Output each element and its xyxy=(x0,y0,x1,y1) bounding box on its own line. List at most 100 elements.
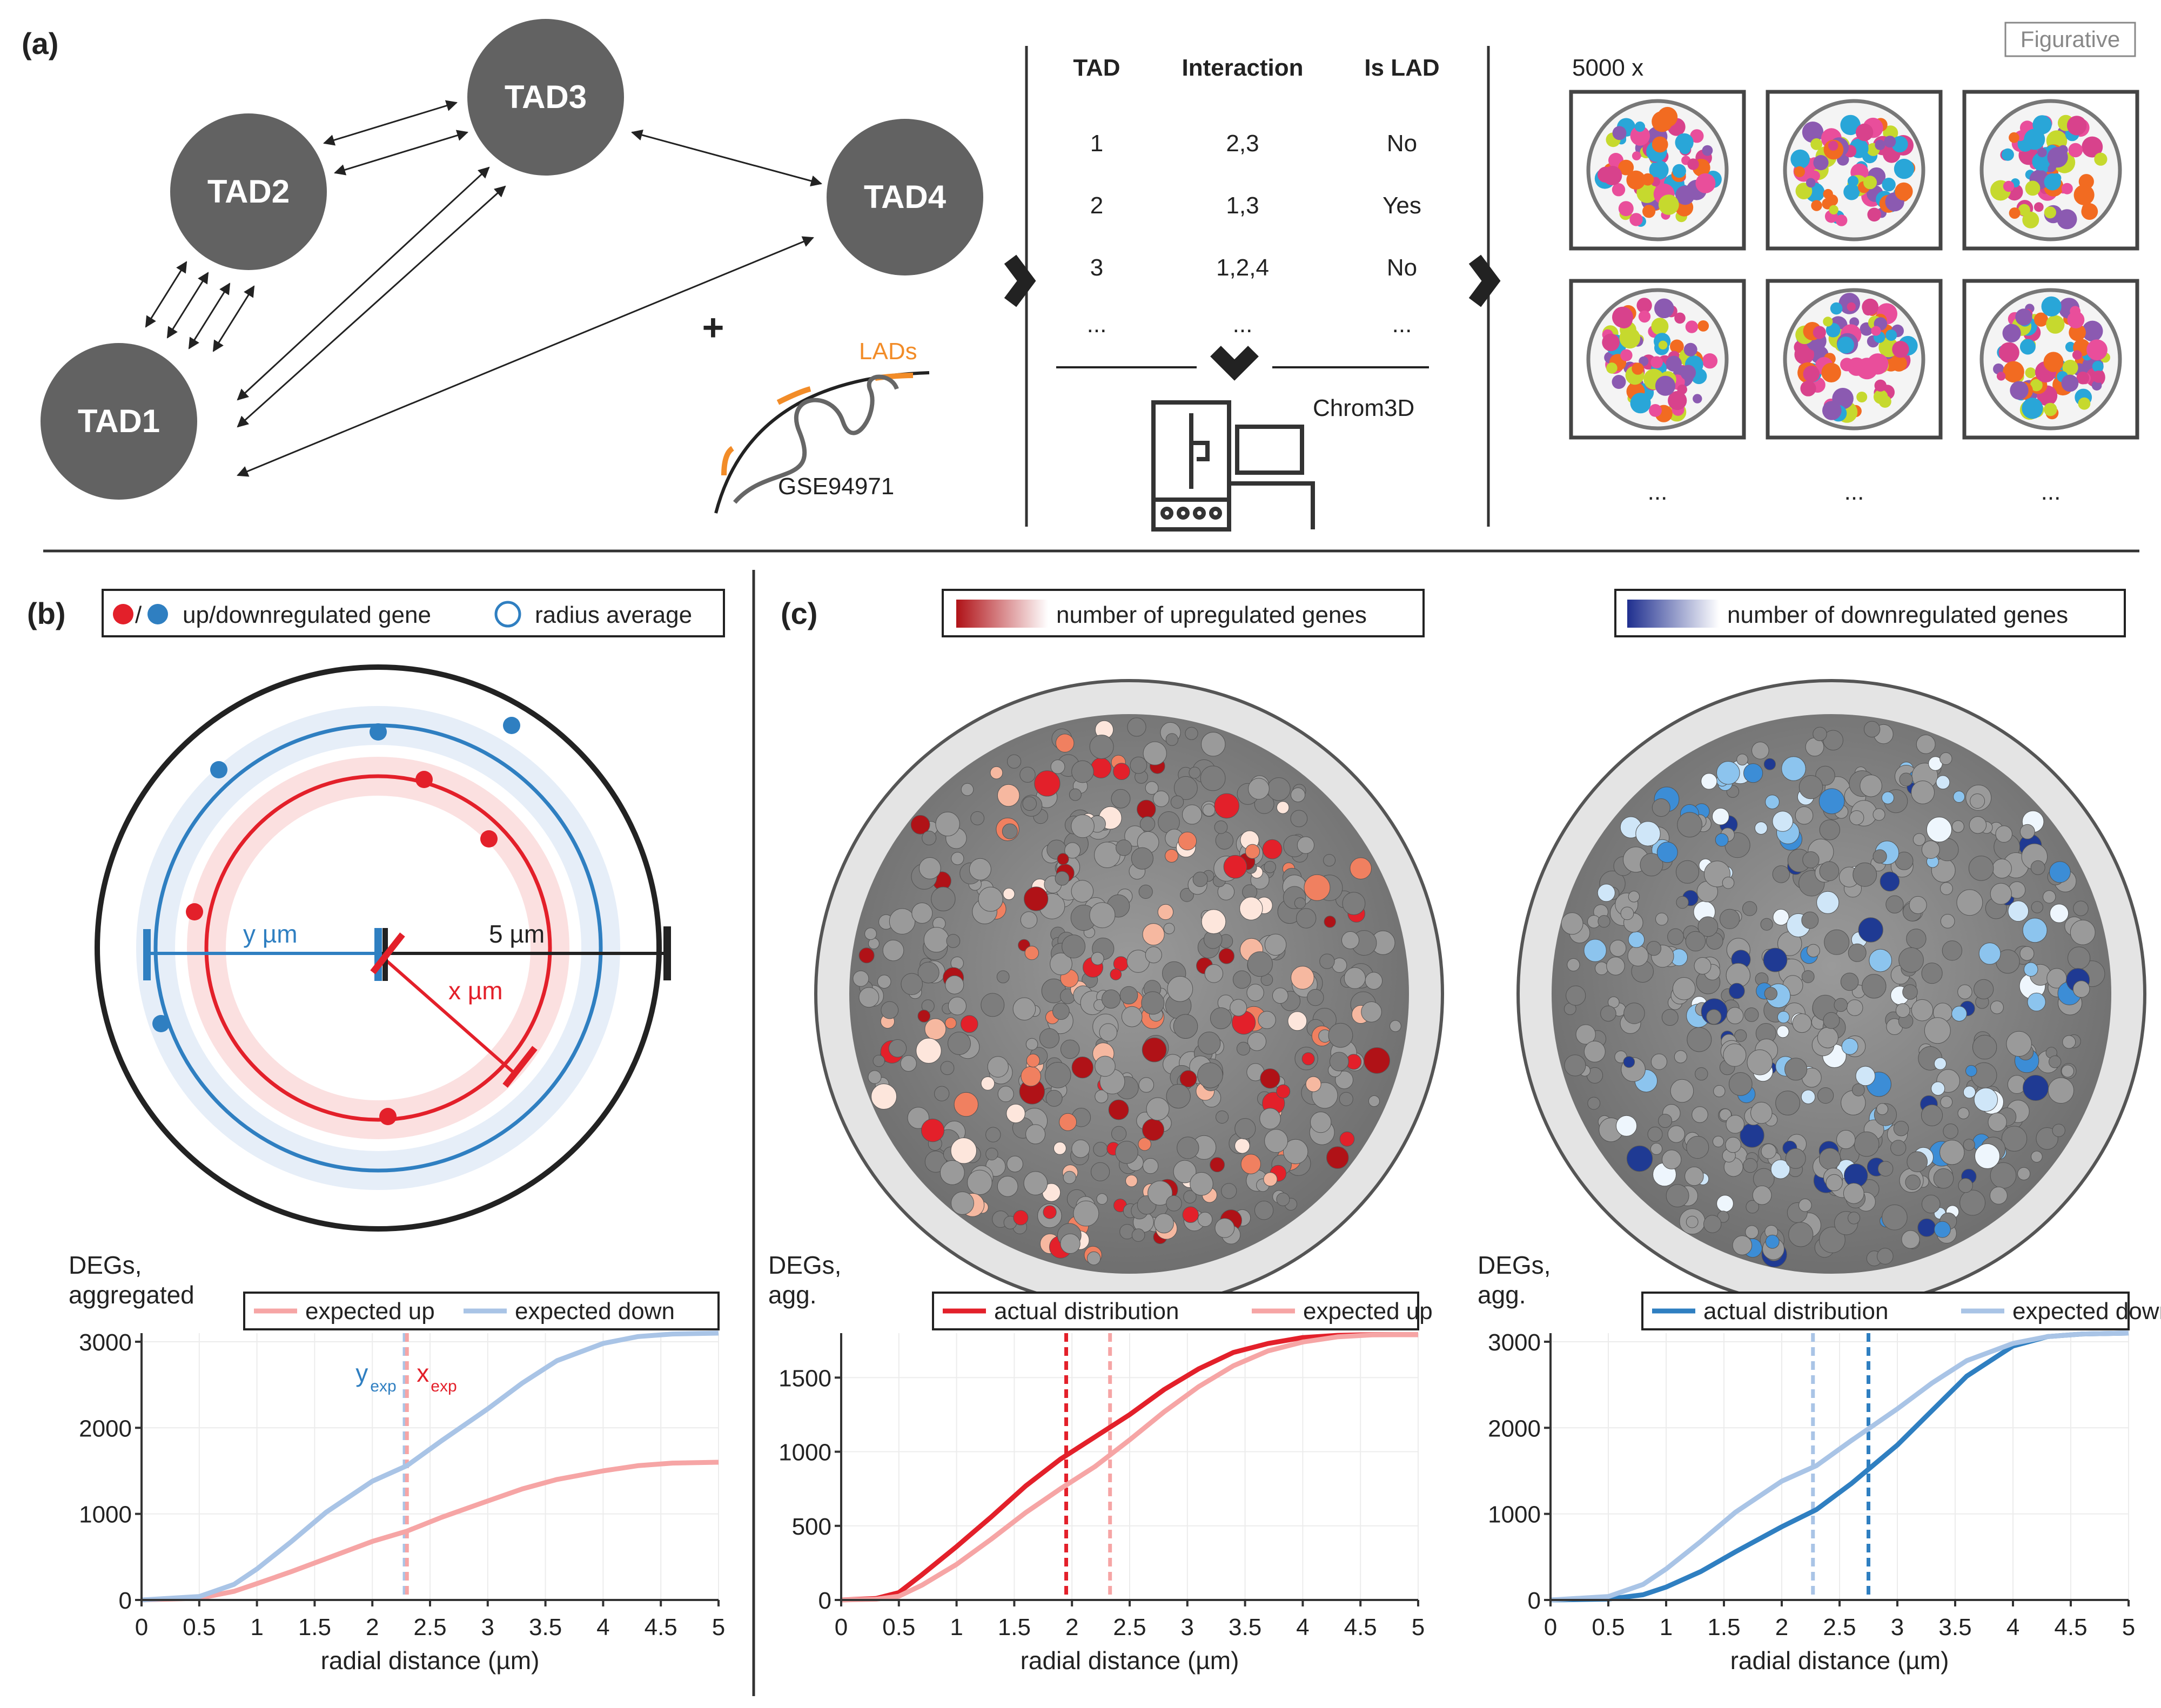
sphere xyxy=(981,993,1005,1017)
sphere xyxy=(1975,1143,2000,1169)
sphere xyxy=(1071,1057,1093,1079)
sphere xyxy=(1039,1028,1060,1048)
sphere xyxy=(1716,761,1740,785)
structure-bead xyxy=(1666,355,1682,372)
sphere xyxy=(1772,811,1793,832)
sphere xyxy=(1276,801,1290,814)
y-axis-label: agg. xyxy=(1478,1281,1526,1309)
structure-bead xyxy=(1894,158,1915,179)
sphere xyxy=(1165,733,1179,746)
sphere xyxy=(1933,1168,1954,1189)
sphere xyxy=(1044,1062,1071,1088)
sphere xyxy=(917,961,939,984)
y-axis-label: agg. xyxy=(768,1281,817,1309)
tad1-node xyxy=(41,343,197,500)
sphere xyxy=(1089,902,1116,929)
x-exp-annotation: x xyxy=(417,1359,429,1387)
structure-bead xyxy=(1998,342,2019,363)
structure-bead xyxy=(2076,371,2090,385)
sphere xyxy=(1006,1155,1023,1173)
sphere xyxy=(1113,763,1130,780)
sphere xyxy=(1942,940,1963,961)
sphere xyxy=(961,783,974,796)
legend-up-text: number of upregulated genes xyxy=(1056,602,1367,628)
sphere xyxy=(1627,945,1649,966)
structure-bead xyxy=(1685,320,1699,333)
sphere xyxy=(1834,998,1848,1012)
sphere xyxy=(997,784,1020,807)
sphere xyxy=(1662,1149,1682,1169)
x-tick-label: 4 xyxy=(596,1614,609,1640)
x-tick-label: 0 xyxy=(835,1614,848,1640)
structure-bead xyxy=(1810,138,1823,150)
sphere xyxy=(1968,856,1994,881)
sphere xyxy=(1138,1137,1151,1151)
sphere xyxy=(916,1038,942,1064)
sphere xyxy=(1818,1148,1841,1170)
structure-bead xyxy=(2010,381,2029,400)
x-tick-label: 2 xyxy=(366,1614,379,1640)
y-tick-label: 0 xyxy=(119,1588,132,1614)
sphere xyxy=(873,1054,885,1067)
sphere xyxy=(2017,1167,2031,1180)
structure-bead xyxy=(1837,337,1854,354)
structure-bead xyxy=(1885,330,1897,341)
structure-bead xyxy=(1862,304,1874,316)
sphere xyxy=(1141,991,1165,1015)
sphere xyxy=(1846,999,1863,1016)
sphere xyxy=(1064,842,1081,859)
sphere xyxy=(1319,953,1335,969)
sphere xyxy=(1684,1166,1704,1186)
sphere xyxy=(1264,1129,1288,1153)
structure-bead xyxy=(1606,362,1618,374)
structure-bead xyxy=(2003,180,2015,192)
legend-genes-text: up/downregulated gene xyxy=(183,602,431,628)
y-tick-label: 1000 xyxy=(79,1502,132,1528)
sphere xyxy=(1201,732,1226,757)
sphere xyxy=(939,1160,965,1185)
sphere xyxy=(981,1076,995,1091)
sphere xyxy=(1111,789,1131,809)
sphere xyxy=(858,987,880,1008)
sphere xyxy=(1712,808,1729,825)
sphere xyxy=(1137,799,1156,819)
sphere xyxy=(1939,752,1952,765)
structure-bead xyxy=(1813,326,1826,339)
sphere xyxy=(1744,1007,1759,1022)
sphere xyxy=(1895,1003,1910,1018)
sphere xyxy=(1746,1200,1759,1214)
tad3-node xyxy=(467,19,624,176)
sphere xyxy=(1670,1079,1694,1103)
sphere xyxy=(951,852,964,865)
sphere xyxy=(931,886,956,912)
sphere xyxy=(1992,858,2012,879)
sphere xyxy=(1880,871,1900,892)
sphere xyxy=(1957,1107,1970,1119)
sphere xyxy=(1921,1104,1943,1126)
sphere xyxy=(1146,1097,1170,1121)
sphere xyxy=(990,766,1003,779)
table-cell: 2,3 xyxy=(1226,130,1259,157)
sphere xyxy=(1719,1108,1732,1121)
sphere xyxy=(1006,1104,1025,1124)
sphere xyxy=(2049,1055,2062,1068)
structure-bead xyxy=(1875,139,1885,150)
sphere xyxy=(1726,1115,1744,1134)
structure-bead xyxy=(1680,365,1696,381)
x-tick-label: 0 xyxy=(1544,1614,1557,1640)
sphere xyxy=(970,811,985,825)
ellipsis: ... xyxy=(1648,479,1668,505)
structure-bead xyxy=(1996,372,2006,381)
structure-bead xyxy=(1830,302,1843,315)
structure-ensemble xyxy=(1569,90,2139,440)
sphere xyxy=(1182,804,1202,825)
chevron-right-icon-2 xyxy=(1468,254,1501,307)
sphere xyxy=(1798,1198,1812,1212)
series-line-actual-distribution xyxy=(841,1332,1418,1603)
sphere xyxy=(1899,772,1913,786)
sphere xyxy=(1236,1041,1251,1056)
sphere xyxy=(1972,1034,1997,1060)
table-cell: No xyxy=(1387,254,1417,281)
sphere xyxy=(1921,963,1943,984)
structure-bead xyxy=(1891,355,1907,372)
